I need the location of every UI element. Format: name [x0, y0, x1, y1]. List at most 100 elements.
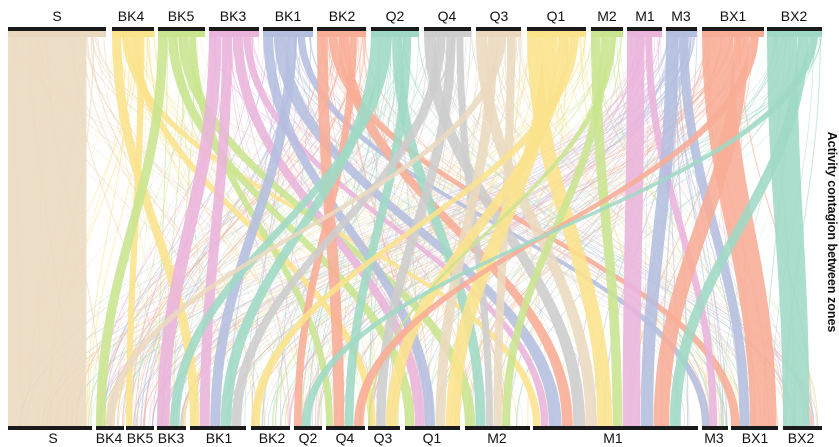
flow-link-thin	[370, 31, 651, 426]
flow-link-thin	[65, 31, 477, 426]
flow-band-bx2-to-bx2	[767, 31, 810, 426]
flow-link-thin	[99, 31, 297, 426]
flow-link-thin	[508, 31, 691, 426]
flow-band-m2-to-m1	[591, 31, 623, 426]
top-node-label-q4: Q4	[438, 8, 457, 24]
flow-link-thin	[284, 31, 691, 426]
top-node-fill-m1	[627, 31, 662, 37]
flow-link-thin	[264, 31, 543, 426]
flow-link-thin	[574, 31, 653, 426]
flow-link-thin	[22, 31, 524, 426]
top-node-bar-bk1	[263, 27, 313, 31]
flow-band-s-to-s	[8, 31, 87, 426]
bottom-node-bar-q3	[368, 426, 400, 430]
flow-link-thin	[323, 31, 397, 426]
top-node-label-bx2: BX2	[781, 8, 808, 24]
flow-link-thin	[29, 31, 740, 426]
flow-link-thin	[122, 31, 336, 426]
flow-band-m2-to-q3	[368, 31, 617, 426]
flow-link-thin	[358, 31, 740, 426]
flow-band-bk1-to-q1	[263, 31, 435, 426]
flow-link-thin	[342, 31, 704, 426]
bottom-node-label-bk1: BK1	[206, 430, 233, 446]
flow-band-m3-to-bx1	[679, 31, 750, 426]
flow-link-thin	[181, 31, 717, 426]
flow-band-bk2-to-q4	[317, 31, 345, 426]
top-node-bars	[8, 27, 822, 37]
flow-link-thin	[98, 31, 684, 426]
top-node-label-bk5: BK5	[168, 8, 195, 24]
top-node-fill-q4	[424, 31, 471, 37]
bottom-node-label-bk5: BK5	[127, 430, 154, 446]
flow-link-thin	[515, 31, 728, 426]
flow-link-thin	[616, 31, 722, 426]
flow-link-thin	[314, 31, 499, 426]
flow-link-thin	[707, 31, 741, 426]
flow-band-bk5-to-q4	[188, 31, 334, 426]
flow-link-thin	[412, 31, 487, 426]
flow-link-thin	[722, 31, 805, 426]
flow-link-thin	[162, 31, 731, 426]
flow-link-thin	[19, 31, 389, 426]
diagram-title: Activity contagion between zones	[825, 132, 839, 333]
flow-band-m1-to-m3	[645, 31, 717, 426]
flow-link-thin	[13, 31, 321, 426]
flow-bands	[8, 31, 823, 426]
top-node-fill-bk4	[112, 31, 154, 37]
flow-link-thin	[134, 31, 343, 426]
flow-link-thin	[109, 31, 361, 426]
flow-link-thin	[372, 31, 491, 426]
flow-link-thin	[349, 31, 814, 426]
flow-band-m1-to-m1	[622, 31, 645, 426]
bottom-node-bar-bk2	[251, 426, 290, 430]
flow-link-thin	[213, 31, 710, 426]
flow-link-thin	[346, 31, 454, 426]
flow-link-thin	[104, 31, 535, 426]
flow-link-thin	[451, 31, 638, 426]
flow-band-m3-to-m1	[640, 31, 679, 426]
top-node-fill-bk5	[158, 31, 205, 37]
flow-band-bk2-to-m1	[338, 31, 573, 426]
bottom-node-label-q3: Q3	[374, 430, 393, 446]
flow-link-thin	[136, 31, 324, 426]
flow-link-thin	[527, 31, 569, 426]
top-node-bar-m2	[591, 27, 623, 31]
flow-band-q1-to-q3	[385, 31, 570, 426]
flow-link-thin	[467, 31, 706, 426]
flow-band-bk1-to-bk1	[210, 31, 297, 426]
flow-band-bk2-to-q2	[294, 31, 357, 426]
flow-link-thin	[440, 31, 743, 426]
top-node-label-bk4: BK4	[118, 8, 145, 24]
top-node-label-m3: M3	[671, 8, 691, 24]
flow-link-thin	[383, 31, 814, 426]
flow-link-thin	[86, 31, 365, 426]
flow-band-q1-to-bk2	[251, 31, 579, 426]
flow-link-thin	[134, 31, 148, 426]
top-node-bar-bk5	[158, 27, 205, 31]
top-node-bar-q1	[527, 27, 586, 31]
bottom-node-bar-q2	[294, 426, 322, 430]
bottom-node-label-bk2: BK2	[259, 430, 286, 446]
flow-link-thin	[223, 31, 819, 426]
top-node-bar-s	[8, 27, 106, 31]
flow-link-thin	[184, 31, 234, 426]
top-node-label-bk1: BK1	[275, 8, 302, 24]
top-node-label-bx1: BX1	[720, 8, 747, 24]
flow-band-q2-to-bk3	[170, 31, 392, 426]
flow-link-thin	[37, 31, 376, 426]
flow-band-bx2-to-m1	[669, 31, 809, 426]
flow-link-thin	[70, 31, 819, 426]
bottom-node-bar-m1	[533, 426, 698, 430]
flow-link-thin	[244, 31, 301, 426]
top-node-label-q2: Q2	[386, 8, 405, 24]
flow-link-thin	[504, 31, 549, 426]
flow-link-thin	[400, 31, 421, 426]
flow-link-thin	[90, 31, 194, 426]
flow-link-thin	[426, 31, 605, 426]
flow-link-thin	[362, 31, 505, 426]
flow-link-thin	[388, 31, 471, 426]
top-node-bar-q3	[476, 27, 521, 31]
flow-link-thin	[165, 31, 684, 426]
flow-link-thin	[490, 31, 809, 426]
flow-link-thin	[134, 31, 722, 426]
